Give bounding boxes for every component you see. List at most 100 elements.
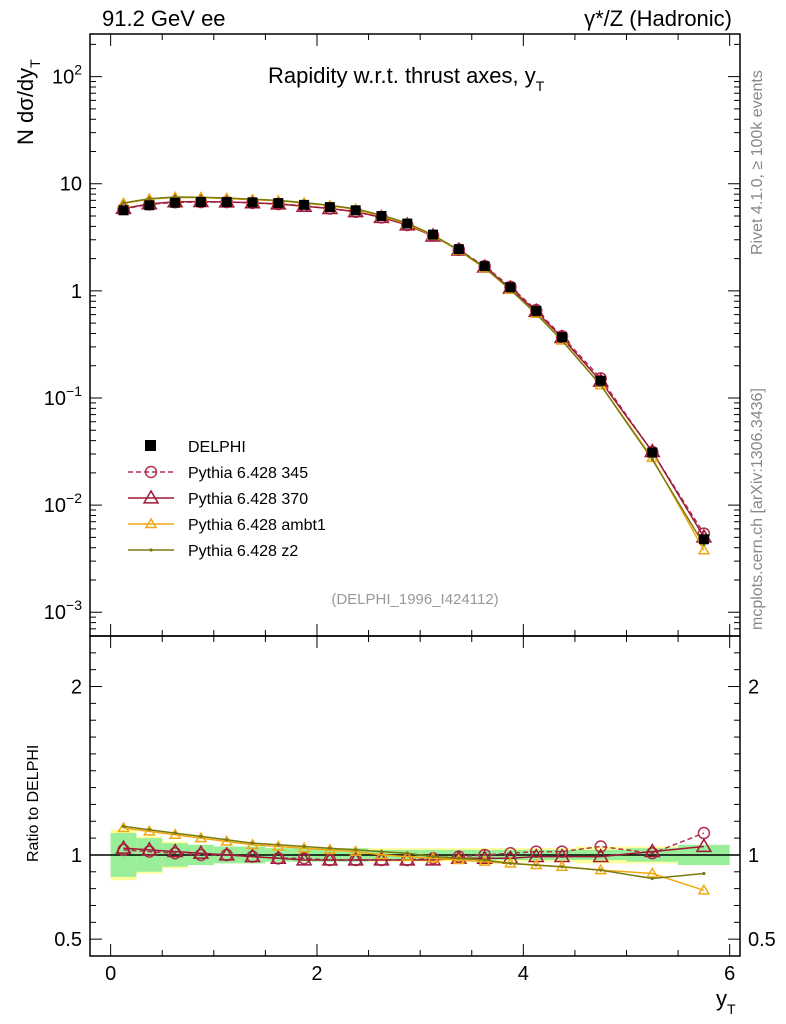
- series-point-ratio: [250, 841, 255, 845]
- legend-marker: [144, 517, 158, 529]
- series-point-ratio: [695, 838, 713, 853]
- series-point-ratio: [295, 851, 313, 866]
- y-tick-label: 10−3: [44, 597, 82, 624]
- data-point: [299, 199, 310, 210]
- series-point-ratio: [225, 838, 229, 842]
- data-point: [195, 197, 206, 208]
- data-point: [531, 305, 542, 316]
- series-point-ratio: [375, 848, 388, 860]
- legend-marker-data: [145, 440, 156, 451]
- series-point-ratio: [297, 841, 311, 853]
- series-point-ratio: [141, 841, 158, 856]
- series-point-ratio: [594, 840, 607, 853]
- series-point-ratio: [508, 861, 513, 865]
- series-point-ratio: [405, 851, 409, 855]
- data-point: [453, 244, 464, 255]
- data-point: [402, 218, 413, 229]
- series-point-ratio: [426, 851, 440, 863]
- legend-label: Pythia 6.428 z2: [188, 543, 298, 560]
- series-line-main: [123, 200, 705, 538]
- series-point-ratio: [271, 840, 285, 851]
- series-point-ratio: [697, 826, 711, 840]
- series-point-ratio: [115, 839, 132, 854]
- series-point-ratio: [244, 848, 261, 863]
- series-point-ratio: [321, 851, 339, 866]
- x-tick-label: 2: [311, 963, 322, 985]
- series-point-ratio: [599, 868, 603, 872]
- series-point-ratio: [199, 834, 203, 839]
- legend-marker: [144, 465, 158, 479]
- data-point: [595, 375, 606, 386]
- legend-label: Pythia 6.428 370: [188, 491, 308, 508]
- series-point-ratio: [483, 858, 487, 862]
- series-point-main: [147, 197, 151, 201]
- y-tick-label: 10−2: [44, 490, 82, 517]
- data-point: [170, 197, 181, 208]
- data-point: [479, 261, 490, 272]
- data-point: [698, 534, 709, 545]
- header-left: 91.2 GeV ee: [102, 6, 226, 31]
- ratio-tick-label: 2: [71, 677, 82, 699]
- data-point: [144, 200, 155, 211]
- rivet-label: Rivet 4.1.0, ≥ 100k events: [749, 70, 766, 255]
- y-tick-label: 10−1: [44, 383, 82, 410]
- series-point-ratio: [379, 849, 384, 854]
- data-point: [273, 198, 284, 209]
- ratio-tick-label-right: 0.5: [748, 929, 776, 951]
- series-point-ratio: [173, 831, 177, 835]
- chart-title-text: Rapidity w.r.t. thrust axes, y: [268, 63, 536, 88]
- series-point-ratio: [147, 828, 151, 832]
- series-point-ratio: [643, 843, 661, 858]
- series-point-ratio: [560, 865, 564, 869]
- ratio-y-label: Ratio to DELPHI: [25, 745, 42, 862]
- x-tick-label: 4: [518, 963, 529, 985]
- series-point-ratio: [269, 849, 287, 864]
- series-point-ratio: [534, 863, 538, 867]
- legend-marker: [142, 489, 160, 504]
- x-tick-label: 6: [724, 963, 735, 985]
- series-point-ratio: [166, 843, 184, 858]
- y-tick-label: 102: [52, 62, 82, 89]
- series-point-ratio: [650, 876, 654, 881]
- data-point: [350, 205, 361, 216]
- series-point-ratio: [192, 844, 210, 859]
- y-tick-label: 10: [60, 174, 82, 196]
- chart-title-sub: T: [536, 78, 545, 94]
- ratio-frame: [89, 635, 741, 957]
- series-point-ratio: [354, 848, 358, 852]
- y-axis-label: N dσ/dyT: [13, 59, 43, 145]
- legend-label: Pythia 6.428 ambt1: [188, 517, 326, 534]
- series-point-ratio: [697, 883, 711, 895]
- data-point: [557, 332, 568, 343]
- series-point-ratio: [476, 849, 493, 864]
- y-axis-label-text: N dσ/dy: [13, 68, 38, 145]
- series-point-ratio: [400, 850, 414, 861]
- ratio-tick-label: 1: [71, 845, 82, 867]
- legend-label-data: DELPHI: [188, 439, 246, 456]
- x-axis-label-text: y: [716, 986, 727, 1011]
- header-right: γ*/Z (Hadronic): [584, 6, 732, 31]
- series-point-ratio: [302, 844, 306, 849]
- series-point-main: [121, 201, 126, 205]
- data-point: [428, 229, 439, 240]
- series-point-ratio: [457, 856, 461, 860]
- legend-marker: [149, 548, 153, 552]
- series-point-ratio: [452, 853, 466, 865]
- data-point: [324, 202, 335, 213]
- series-point-main: [697, 543, 711, 555]
- series-line-main: [123, 201, 705, 535]
- series-point-ratio: [121, 824, 126, 828]
- analysis-tag: (DELPHI_1996_I424112): [331, 591, 498, 608]
- data-point: [221, 197, 232, 208]
- ratio-tick-label: 0.5: [54, 929, 82, 951]
- x-axis-label: yT: [716, 986, 736, 1017]
- series-point-ratio: [702, 871, 706, 876]
- ratio-tick-label-right: 1: [748, 845, 759, 867]
- y-axis-label-sub: T: [27, 59, 43, 68]
- x-axis-label-sub: T: [727, 1001, 736, 1017]
- series-line-ratio: [123, 845, 704, 861]
- data-point: [247, 197, 258, 208]
- data-point: [505, 282, 516, 293]
- ratio-tick-label-right: 2: [748, 677, 759, 699]
- data-point: [376, 210, 387, 221]
